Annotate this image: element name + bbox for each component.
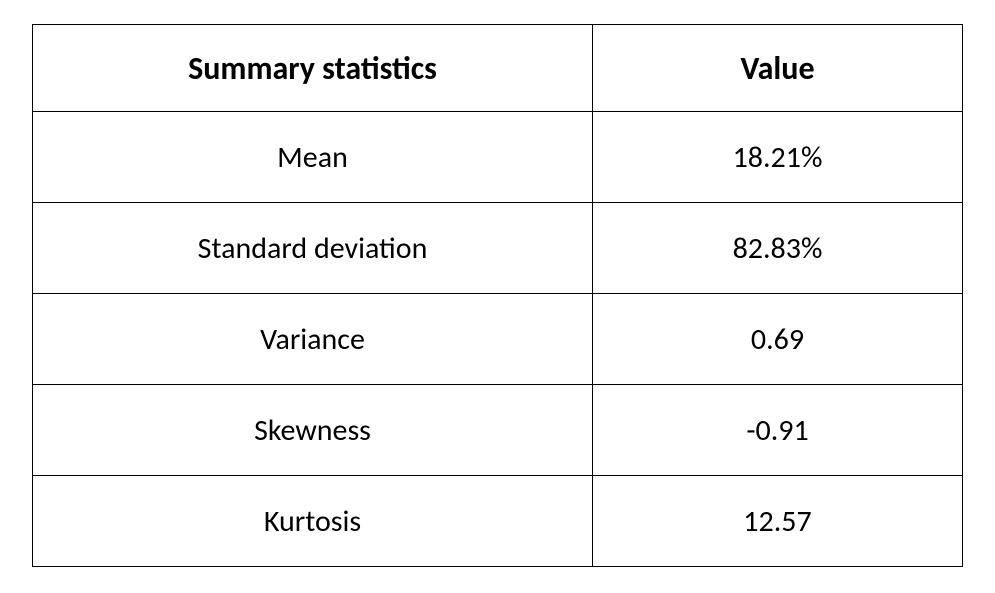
stat-value: -0.91 — [593, 385, 963, 476]
stat-value: 82.83% — [593, 203, 963, 294]
stat-name: Standard deviation — [33, 203, 593, 294]
stat-name: Mean — [33, 112, 593, 203]
table-row: Standard deviation 82.83% — [33, 203, 963, 294]
col-header-statistic: Summary statistics — [33, 25, 593, 112]
table-row: Kurtosis 12.57 — [33, 476, 963, 567]
stat-value: 12.57 — [593, 476, 963, 567]
table-row: Variance 0.69 — [33, 294, 963, 385]
summary-statistics-table: Summary statistics Value Mean 18.21% Sta… — [32, 24, 963, 567]
table-row: Skewness -0.91 — [33, 385, 963, 476]
table-header-row: Summary statistics Value — [33, 25, 963, 112]
stat-name: Kurtosis — [33, 476, 593, 567]
stat-value: 0.69 — [593, 294, 963, 385]
stat-name: Skewness — [33, 385, 593, 476]
col-header-value: Value — [593, 25, 963, 112]
stat-value: 18.21% — [593, 112, 963, 203]
stat-name: Variance — [33, 294, 593, 385]
table-container: Summary statistics Value Mean 18.21% Sta… — [0, 0, 995, 591]
table-row: Mean 18.21% — [33, 112, 963, 203]
